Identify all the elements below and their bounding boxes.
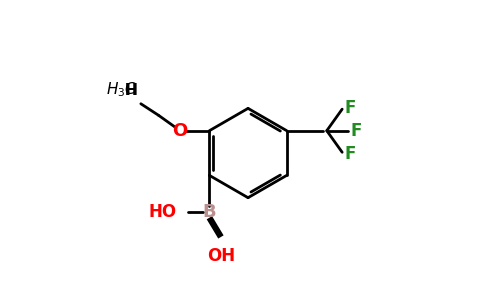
Text: O: O — [172, 122, 188, 140]
Text: F: F — [345, 145, 356, 163]
Text: OH: OH — [207, 247, 235, 265]
Text: F: F — [350, 122, 362, 140]
Text: $H_3C$: $H_3C$ — [106, 80, 137, 99]
Text: B: B — [203, 203, 216, 221]
Text: F: F — [345, 99, 356, 117]
Text: H: H — [124, 83, 137, 98]
Text: HO: HO — [149, 203, 177, 221]
Text: H: H — [124, 83, 137, 98]
